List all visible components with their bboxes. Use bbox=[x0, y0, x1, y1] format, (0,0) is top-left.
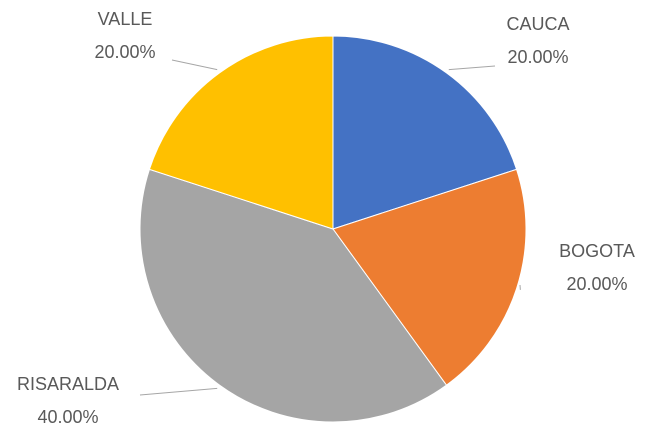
category-label: CAUCA bbox=[506, 14, 569, 34]
value-label: 20.00% bbox=[507, 47, 568, 67]
value-label: 40.00% bbox=[37, 407, 98, 427]
category-label: VALLE bbox=[98, 9, 153, 29]
leader-line bbox=[140, 388, 217, 395]
value-label: 20.00% bbox=[566, 274, 627, 294]
value-label: 20.00% bbox=[94, 42, 155, 62]
category-label: RISARALDA bbox=[17, 374, 119, 394]
category-label: BOGOTA bbox=[559, 241, 635, 261]
leader-line bbox=[449, 66, 495, 70]
leader-line bbox=[172, 60, 217, 70]
